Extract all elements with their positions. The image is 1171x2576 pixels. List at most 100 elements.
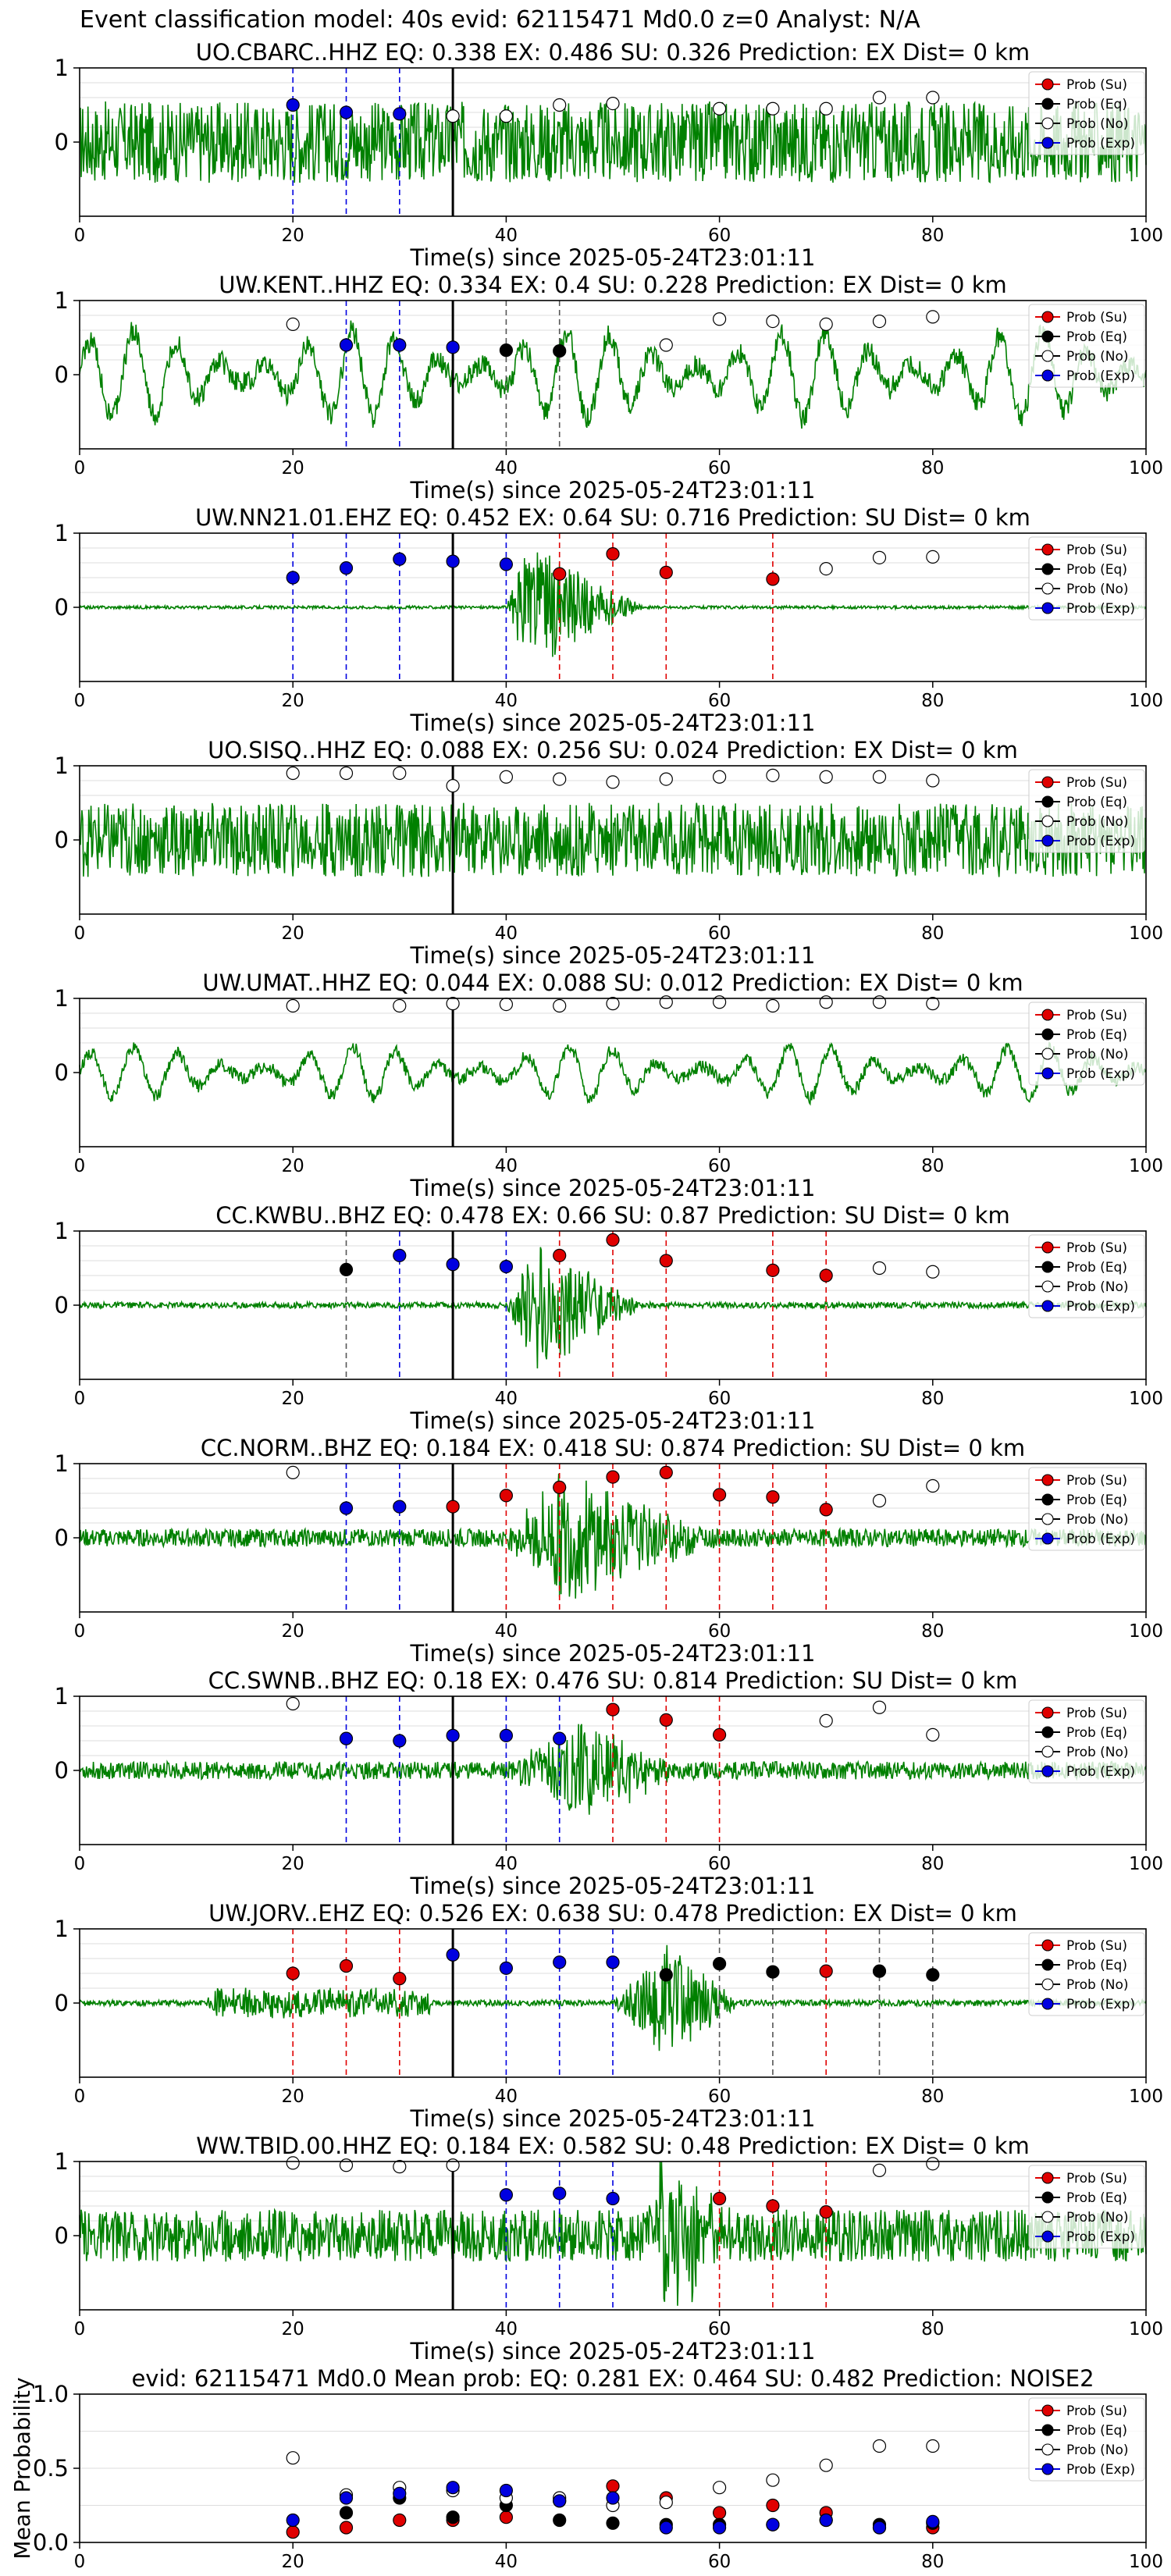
prob-point-su [766,572,780,586]
prob-point-su [553,1248,567,1262]
x-tick-label: 0 [74,458,86,479]
prob-point-su [553,567,567,581]
prob-point-su [766,2199,780,2213]
legend-box [1028,2397,1145,2482]
y-tick-label: 1 [55,55,69,81]
prob-point-no [553,772,567,786]
legend-label: Prob (Exp) [1066,1764,1135,1780]
x-tick-label: 40 [495,1621,518,1642]
prob-point-no [606,775,620,789]
x-tick-label: 40 [495,2552,518,2572]
legend-marker-exp [1041,2463,1054,2475]
legend-label: Prob (Exp) [1066,136,1135,151]
legend-marker-eq [1041,1261,1054,1273]
x-tick-label: 0 [74,2087,86,2107]
prob-point-exp [286,2513,300,2528]
legend-marker-eq [1041,1493,1054,1506]
prob-point-exp [339,338,354,352]
prob-point-no [926,310,940,324]
waveform-trace [79,802,1147,877]
prob-point-no [872,1261,887,1276]
x-tick-label: 60 [708,1389,731,1409]
prob-point-no [819,317,833,331]
prob-point-no [393,998,407,1013]
legend-marker-su [1041,78,1054,91]
prob-point-no [872,770,887,784]
x-tick-label: 100 [1129,1854,1163,1874]
legend-marker-exp [1041,602,1054,614]
legend-label: Prob (Su) [1066,1240,1127,1256]
y-tick-label: 1 [55,1916,69,1942]
prob-point-no [926,1727,940,1742]
y-tick-label: 0 [55,1757,69,1784]
legend-box [1028,1002,1145,1086]
panel-8: CC.SWNB..BHZ EQ: 0.18 EX: 0.476 SU: 0.81… [55,1667,1163,1899]
legend-label: Prob (Exp) [1066,834,1135,849]
prob-point-exp [286,571,300,585]
prob-point-eq [766,1965,780,1979]
x-axis-label: Time(s) since 2025-05-24T23:01:11 [410,1175,816,1201]
y-tick-label: 1 [55,520,69,546]
legend-label: Prob (Eq) [1066,795,1127,810]
legend-box [1028,1234,1145,1318]
x-tick-label: 100 [1129,1389,1163,1409]
prob-point-exp [553,2186,567,2201]
x-tick-label: 100 [1129,2319,1163,2339]
x-tick-label: 0 [74,1389,86,1409]
prob-point-no [766,998,780,1013]
legend-marker-eq [1041,795,1054,808]
prob-point-eq [926,1968,940,1982]
x-tick-label: 0 [74,923,86,944]
legend-label: Prob (No) [1066,349,1129,365]
prob-point-exp [446,340,460,354]
prob-point-exp [446,1728,460,1742]
prob-point-eq [606,2516,620,2530]
legend-marker-no [1041,582,1054,595]
prob-point-exp [499,1961,514,1975]
x-tick-label: 60 [708,2087,731,2107]
x-tick-label: 20 [282,458,304,479]
x-tick-label: 20 [282,1621,304,1642]
x-tick-label: 80 [921,923,944,944]
legend-marker-exp [1041,834,1054,847]
legend-label: Prob (Su) [1066,775,1127,791]
legend-label: Prob (Su) [1066,2403,1127,2419]
prob-point-exp [393,107,407,121]
x-axis-label: Time(s) since 2025-05-24T23:01:11 [410,244,816,271]
legend-box [1028,1699,1145,1784]
prob-point-exp [339,1501,354,1515]
y-axis-label: Mean Probability [9,2377,35,2559]
prob-point-exp [339,2491,354,2505]
y-tick-label: 0 [55,129,69,155]
prob-point-su [446,1500,460,1514]
legend-label: Prob (Exp) [1066,2229,1135,2245]
x-tick-label: 100 [1129,923,1163,944]
legend-marker-eq [1041,563,1054,575]
prob-point-exp [339,561,354,575]
legend-marker-eq [1041,330,1054,343]
legend-label: Prob (Eq) [1066,2190,1127,2206]
legend-label: Prob (Exp) [1066,1299,1135,1315]
legend-marker-su [1041,2172,1054,2184]
prob-point-no [286,1696,300,1711]
legend-label: Prob (Eq) [1066,329,1127,345]
x-tick-label: 80 [921,691,944,711]
prob-point-exp [446,554,460,568]
prob-point-no [819,770,833,784]
panel-title: CC.KWBU..BHZ EQ: 0.478 EX: 0.66 SU: 0.87… [215,1202,1009,1229]
prob-point-exp [393,338,407,352]
prob-point-exp [339,105,354,119]
x-tick-label: 40 [495,1854,518,1874]
legend-marker-no [1041,1978,1054,1991]
x-tick-label: 100 [1129,2552,1163,2572]
legend-marker-eq [1041,1959,1054,1971]
prob-point-su [766,1490,780,1504]
x-axis-label: Time(s) since 2025-05-24T23:01:11 [410,477,816,503]
legend-label: Prob (No) [1066,116,1129,132]
legend-marker-eq [1041,98,1054,110]
prob-point-exp [553,1955,567,1969]
legend-box [1028,536,1145,621]
x-tick-label: 80 [921,1621,944,1642]
legend-label: Prob (Eq) [1066,1958,1127,1973]
prob-point-su [712,2191,727,2206]
